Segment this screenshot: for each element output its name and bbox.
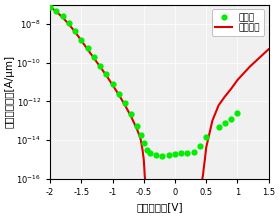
本モデル [111,84,114,86]
本モデル [48,5,52,8]
本モデル [143,168,146,170]
実測値 [67,22,71,25]
実測値 [61,15,64,18]
実測値 [92,56,95,58]
Y-axis label: ドレイン電流[A/μm]: ドレイン電流[A/μm] [5,55,15,128]
実測値 [55,9,58,12]
本モデル [141,148,144,151]
実測値 [130,113,133,115]
本モデル [143,173,146,176]
実測値 [223,121,227,124]
実測値 [204,136,208,138]
実測値 [173,153,177,156]
実測値 [217,126,220,129]
本モデル [55,10,58,13]
本モデル [98,65,102,68]
本モデル [61,16,64,19]
本モデル [73,31,77,33]
実測値 [123,102,127,105]
実測値 [167,154,170,157]
本モデル [142,158,145,161]
実測値 [155,154,158,157]
本モデル [139,138,142,140]
本モデル [105,74,108,77]
実測値 [145,148,148,151]
実測値 [80,38,83,41]
本モデル [143,177,147,180]
実測値 [198,145,202,147]
実測値 [186,151,189,154]
実測値 [229,117,233,120]
実測値 [142,141,145,144]
本モデル [92,57,95,59]
実測値 [136,125,139,128]
本モデル [123,104,127,107]
実測値 [117,92,120,95]
実測値 [161,155,164,158]
実測値 [148,152,152,155]
実測値 [98,64,102,67]
実測値 [236,112,239,114]
実測値 [48,5,52,8]
実測値 [73,30,77,32]
実測値 [192,150,195,153]
本モデル [130,115,133,118]
本モデル [136,129,139,132]
実測値 [139,134,142,136]
X-axis label: ゲート電圧[V]: ゲート電圧[V] [136,202,183,212]
本モデル [117,93,120,96]
Line: 実測値: 実測値 [47,4,241,159]
実測値 [179,152,183,155]
実測値 [111,83,114,85]
本モデル [67,23,71,25]
本モデル [80,39,83,42]
実測値 [105,73,108,76]
Line: 本モデル: 本モデル [50,7,145,179]
実測値 [86,47,89,50]
本モデル [86,48,89,51]
Legend: 実測値, 本モデル: 実測値, 本モデル [212,9,264,36]
